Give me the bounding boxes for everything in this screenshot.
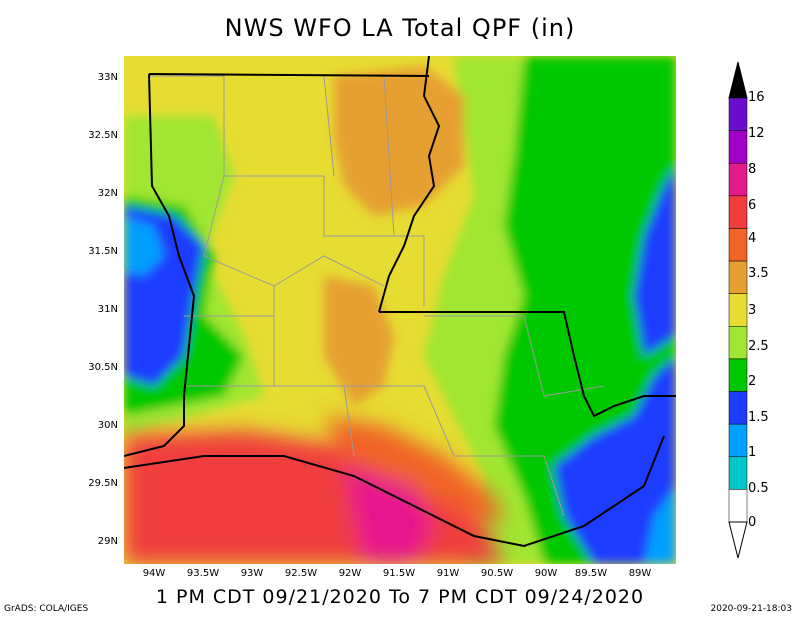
x-tick-label: 93.5W	[186, 568, 220, 579]
legend-swatch	[728, 293, 748, 327]
y-tick-label: 30.5N	[88, 362, 118, 373]
y-tick-label: 32.5N	[88, 130, 118, 141]
legend-swatch	[728, 456, 748, 490]
x-tick-label: 94W	[142, 568, 166, 579]
legend-swatch	[728, 130, 748, 164]
parish-boundaries	[149, 75, 605, 517]
legend-swatch	[728, 423, 748, 458]
legend-swatch	[728, 358, 748, 392]
precip-orange-north	[334, 66, 464, 216]
legend-label: 2	[748, 374, 757, 389]
valid-period: 1 PM CDT 09/21/2020 To 7 PM CDT 09/24/20…	[155, 586, 645, 608]
legend-label: 16	[748, 90, 765, 105]
legend-label: 1	[748, 445, 757, 460]
precip-orange-central	[324, 276, 394, 406]
legend-swatch	[728, 391, 748, 425]
legend-swatch	[728, 260, 748, 294]
legend-arrow-top	[728, 61, 748, 99]
legend-label: 0.5	[748, 481, 769, 496]
legend-label: 3	[748, 303, 757, 318]
x-tick-label: 90W	[534, 568, 558, 579]
legend-label: 8	[748, 162, 757, 177]
legend-swatch	[728, 228, 748, 262]
legend-arrow-bottom	[728, 521, 748, 559]
map-title: NWS WFO LA Total QPF (in)	[224, 14, 576, 42]
legend-swatch	[728, 97, 748, 131]
y-tick-label: 29N	[97, 536, 118, 547]
precip-orange-coastal	[324, 416, 504, 526]
precip-lightblue-southeast	[644, 486, 676, 564]
precip-lightblue-west	[124, 216, 164, 276]
legend-label: 0	[748, 515, 757, 530]
legend-label: 1.5	[748, 410, 769, 425]
x-tick-label: 92.5W	[284, 568, 318, 579]
x-tick-label: 92W	[338, 568, 362, 579]
legend-label: 12	[748, 126, 765, 141]
legend-label: 6	[748, 198, 757, 213]
precip-magenta-coastal	[344, 466, 434, 564]
y-tick-label: 32N	[97, 188, 118, 199]
legend-label: 4	[748, 231, 757, 246]
legend-swatch	[728, 162, 748, 197]
y-tick-label: 31N	[97, 304, 118, 315]
legend-swatch	[728, 489, 748, 523]
legend-colorbar	[728, 61, 748, 559]
state-boundaries	[124, 56, 676, 548]
y-tick-label: 33N	[97, 72, 118, 83]
x-tick-label: 93W	[240, 568, 264, 579]
legend-label: 3.5	[748, 266, 769, 281]
timestamp: 2020-09-21-18:03	[710, 604, 793, 614]
x-tick-label: 91W	[436, 568, 460, 579]
credit-text: GrADS: COLA/IGES	[4, 604, 89, 614]
x-tick-label: 91.5W	[382, 568, 416, 579]
legend-label: 2.5	[748, 339, 769, 354]
legend-swatch	[728, 326, 748, 360]
x-tick-label: 89W	[628, 568, 652, 579]
precip-blue-southeast	[554, 356, 676, 564]
qpf-map	[124, 56, 676, 564]
y-tick-label: 29.5N	[88, 478, 118, 489]
y-tick-label: 31.5N	[88, 246, 118, 257]
precip-blue-northeast	[634, 166, 676, 356]
y-tick-label: 30N	[97, 420, 118, 431]
x-tick-label: 89.5W	[574, 568, 608, 579]
x-tick-label: 90.5W	[480, 568, 514, 579]
legend-swatch	[728, 195, 748, 229]
